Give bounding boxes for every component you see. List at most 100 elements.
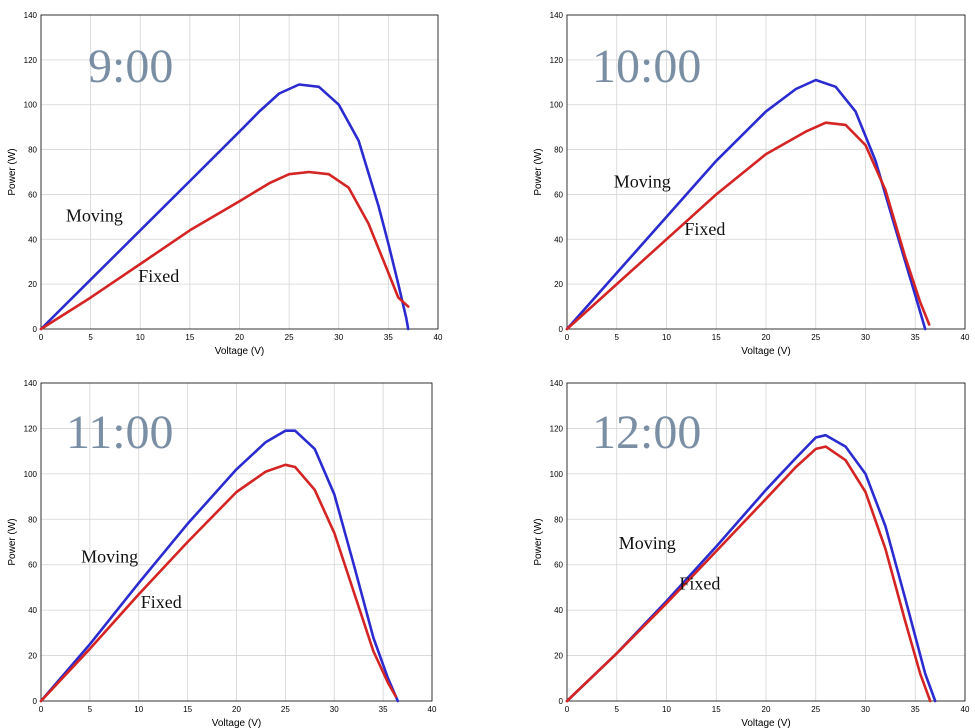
x-tick-label: 30	[861, 333, 870, 342]
x-tick-label: 20	[762, 333, 771, 342]
x-tick-label: 20	[762, 705, 771, 714]
x-tick-label: 25	[811, 333, 820, 342]
x-tick-label: 30	[861, 705, 870, 714]
y-tick-label: 120	[550, 56, 564, 65]
y-tick-label: 120	[24, 424, 38, 433]
y-tick-label: 140	[24, 379, 38, 388]
y-tick-label: 140	[24, 11, 38, 20]
plot-frame	[40, 14, 439, 330]
x-tick-label: 5	[615, 705, 620, 714]
x-tick-label: 10	[662, 333, 671, 342]
x-tick-label: 5	[88, 705, 93, 714]
y-axis-label: Power (W)	[533, 518, 544, 565]
y-tick-label: 140	[550, 11, 564, 20]
x-tick-label: 0	[39, 705, 44, 714]
y-tick-label: 100	[24, 101, 38, 110]
series-annotation-fixed: Fixed	[141, 592, 182, 612]
x-axis-label: Voltage (V)	[215, 346, 264, 357]
series-line-moving	[565, 78, 927, 331]
series-line-moving	[39, 83, 410, 331]
x-tick-label: 20	[235, 333, 244, 342]
series-line-moving	[39, 429, 400, 703]
x-tick-label: 5	[88, 333, 93, 342]
y-tick-label: 80	[554, 146, 563, 155]
series-annotation-fixed: Fixed	[679, 574, 720, 594]
chart-panel-2: 0 5 10 15 20 25 30 35 40 0 20 40 60 80 100 120 140 Voltag…	[533, 11, 970, 357]
x-tick-label: 15	[185, 333, 194, 342]
plot-frame	[566, 14, 966, 330]
plot-frame	[566, 382, 966, 702]
y-tick-label: 0	[33, 697, 38, 706]
x-tick-label: 35	[379, 705, 388, 714]
y-tick-label: 120	[24, 56, 38, 65]
chart-title: 12:00	[592, 406, 701, 459]
y-tick-label: 40	[28, 235, 37, 244]
x-tick-label: 10	[136, 333, 145, 342]
y-tick-label: 20	[28, 652, 37, 661]
x-tick-label: 0	[565, 333, 570, 342]
chart-panel-1: 0 5 10 15 20 25 30 35 40 0 20 40 60 80 100 120 140 Voltag…	[7, 11, 443, 357]
series-line-fixed	[39, 463, 398, 703]
y-tick-label: 20	[554, 652, 563, 661]
y-tick-label: 0	[559, 697, 564, 706]
series-annotation-fixed: Fixed	[138, 266, 179, 286]
chart-panel-3: 0 5 10 15 20 25 30 35 40 0 20 40 60 80 100 120 140 Voltag…	[7, 379, 437, 728]
y-axis-label: Power (W)	[7, 148, 18, 195]
x-tick-label: 10	[662, 705, 671, 714]
chart-panel-4: 0 5 10 15 20 25 30 35 40 0 20 40 60 80 100 120 140 Voltag…	[533, 379, 970, 728]
x-tick-label: 35	[911, 705, 920, 714]
x-tick-label: 15	[712, 333, 721, 342]
x-axis-label: Voltage (V)	[741, 718, 790, 728]
x-tick-label: 30	[334, 333, 343, 342]
x-tick-label: 25	[281, 705, 290, 714]
x-tick-label: 30	[330, 705, 339, 714]
y-tick-label: 120	[550, 424, 564, 433]
x-tick-label: 40	[428, 705, 437, 714]
y-tick-label: 60	[554, 190, 563, 199]
y-tick-label: 40	[554, 235, 563, 244]
y-tick-label: 80	[554, 515, 563, 524]
x-axis-label: Voltage (V)	[212, 718, 261, 728]
y-axis-label: Power (W)	[533, 148, 544, 195]
y-tick-label: 40	[28, 606, 37, 615]
y-tick-label: 60	[554, 561, 563, 570]
y-tick-label: 60	[28, 561, 37, 570]
x-tick-label: 0	[565, 705, 570, 714]
y-axis-label: Power (W)	[7, 518, 18, 565]
series-line-fixed	[565, 445, 932, 703]
x-tick-label: 25	[285, 333, 294, 342]
chart-title: 9:00	[88, 40, 173, 93]
plot-frame	[40, 382, 433, 702]
x-tick-label: 20	[232, 705, 241, 714]
x-tick-label: 0	[39, 333, 44, 342]
x-tick-label: 35	[911, 333, 920, 342]
series-line-moving	[565, 433, 937, 703]
x-tick-label: 40	[434, 333, 443, 342]
x-axis-label: Voltage (V)	[741, 346, 790, 357]
y-tick-label: 80	[28, 515, 37, 524]
y-tick-label: 0	[33, 325, 38, 334]
y-tick-label: 0	[559, 325, 564, 334]
x-tick-label: 40	[961, 333, 970, 342]
x-tick-label: 15	[712, 705, 721, 714]
series-line-fixed	[565, 121, 931, 331]
x-tick-label: 5	[615, 333, 620, 342]
y-tick-label: 20	[554, 280, 563, 289]
x-tick-label: 40	[961, 705, 970, 714]
y-tick-label: 60	[28, 190, 37, 199]
x-tick-label: 15	[183, 705, 192, 714]
x-tick-label: 10	[134, 705, 143, 714]
series-annotation-moving: Moving	[619, 533, 676, 553]
y-tick-label: 100	[550, 470, 564, 479]
series-line-fixed	[39, 170, 410, 331]
x-tick-label: 35	[384, 333, 393, 342]
y-tick-label: 100	[550, 101, 564, 110]
chart-title: 10:00	[592, 40, 701, 93]
y-tick-label: 100	[24, 470, 38, 479]
series-annotation-moving: Moving	[81, 546, 138, 566]
y-tick-label: 140	[550, 379, 564, 388]
y-tick-label: 20	[28, 280, 37, 289]
x-tick-label: 25	[811, 705, 820, 714]
chart-title: 11:00	[66, 406, 174, 459]
